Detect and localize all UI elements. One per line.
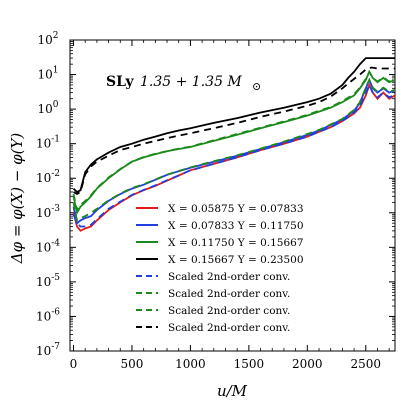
x-tick-label: 2500 <box>350 357 381 371</box>
y-tick-label: 10-5 <box>36 273 60 289</box>
y-tick-label: 10-3 <box>36 204 60 220</box>
series-line-6 <box>72 77 395 222</box>
series-line-7 <box>72 69 395 213</box>
annotation-subscript: ⊙ <box>252 80 261 93</box>
y-axis-label: Δφ = φ(X) − φ(Y) <box>8 133 26 265</box>
y-tick-label: 101 <box>37 66 58 82</box>
annotation-text: 1.35 + 1.35 M <box>140 74 242 90</box>
series-line-8 <box>73 66 395 196</box>
annotation: SLy 1.35 + 1.35 M ⊙ <box>106 74 261 93</box>
legend-label: Scaled 2nd-order conv. <box>168 271 290 283</box>
legend-label: X = 0.05875 Y = 0.07833 <box>168 203 304 215</box>
x-tick-label: 1500 <box>234 357 265 371</box>
y-tick-label: 10-1 <box>36 135 60 151</box>
y-tick-label: 10-4 <box>36 238 60 254</box>
y-tick-label: 10-2 <box>36 169 60 185</box>
series-line-4 <box>72 57 395 194</box>
series-line-1 <box>72 82 395 232</box>
x-tick-label: 2000 <box>292 357 323 371</box>
legend-label: X = 0.11750 Y = 0.15667 <box>168 237 304 249</box>
legend-label: Scaled 2nd-order conv. <box>168 305 290 317</box>
y-tick-label: 10-7 <box>36 342 60 358</box>
x-tick-label: 500 <box>121 357 144 371</box>
legend-label: X = 0.15667 Y = 0.23500 <box>168 254 304 266</box>
x-tick-label: 1000 <box>175 357 206 371</box>
annotation-label: SLy <box>106 74 134 90</box>
plot-frame <box>69 39 396 352</box>
y-tick-label: 10-6 <box>36 307 60 323</box>
legend-label: Scaled 2nd-order conv. <box>168 322 290 334</box>
y-tick-label: 100 <box>37 100 58 116</box>
y-tick-label: 102 <box>37 31 58 47</box>
series-line-3 <box>72 69 395 216</box>
legend-label: Scaled 2nd-order conv. <box>168 288 290 300</box>
x-axis-label: u/M <box>217 382 248 400</box>
x-tick-label: 0 <box>70 357 78 371</box>
legend-label: X = 0.07833 Y = 0.11750 <box>168 220 304 232</box>
